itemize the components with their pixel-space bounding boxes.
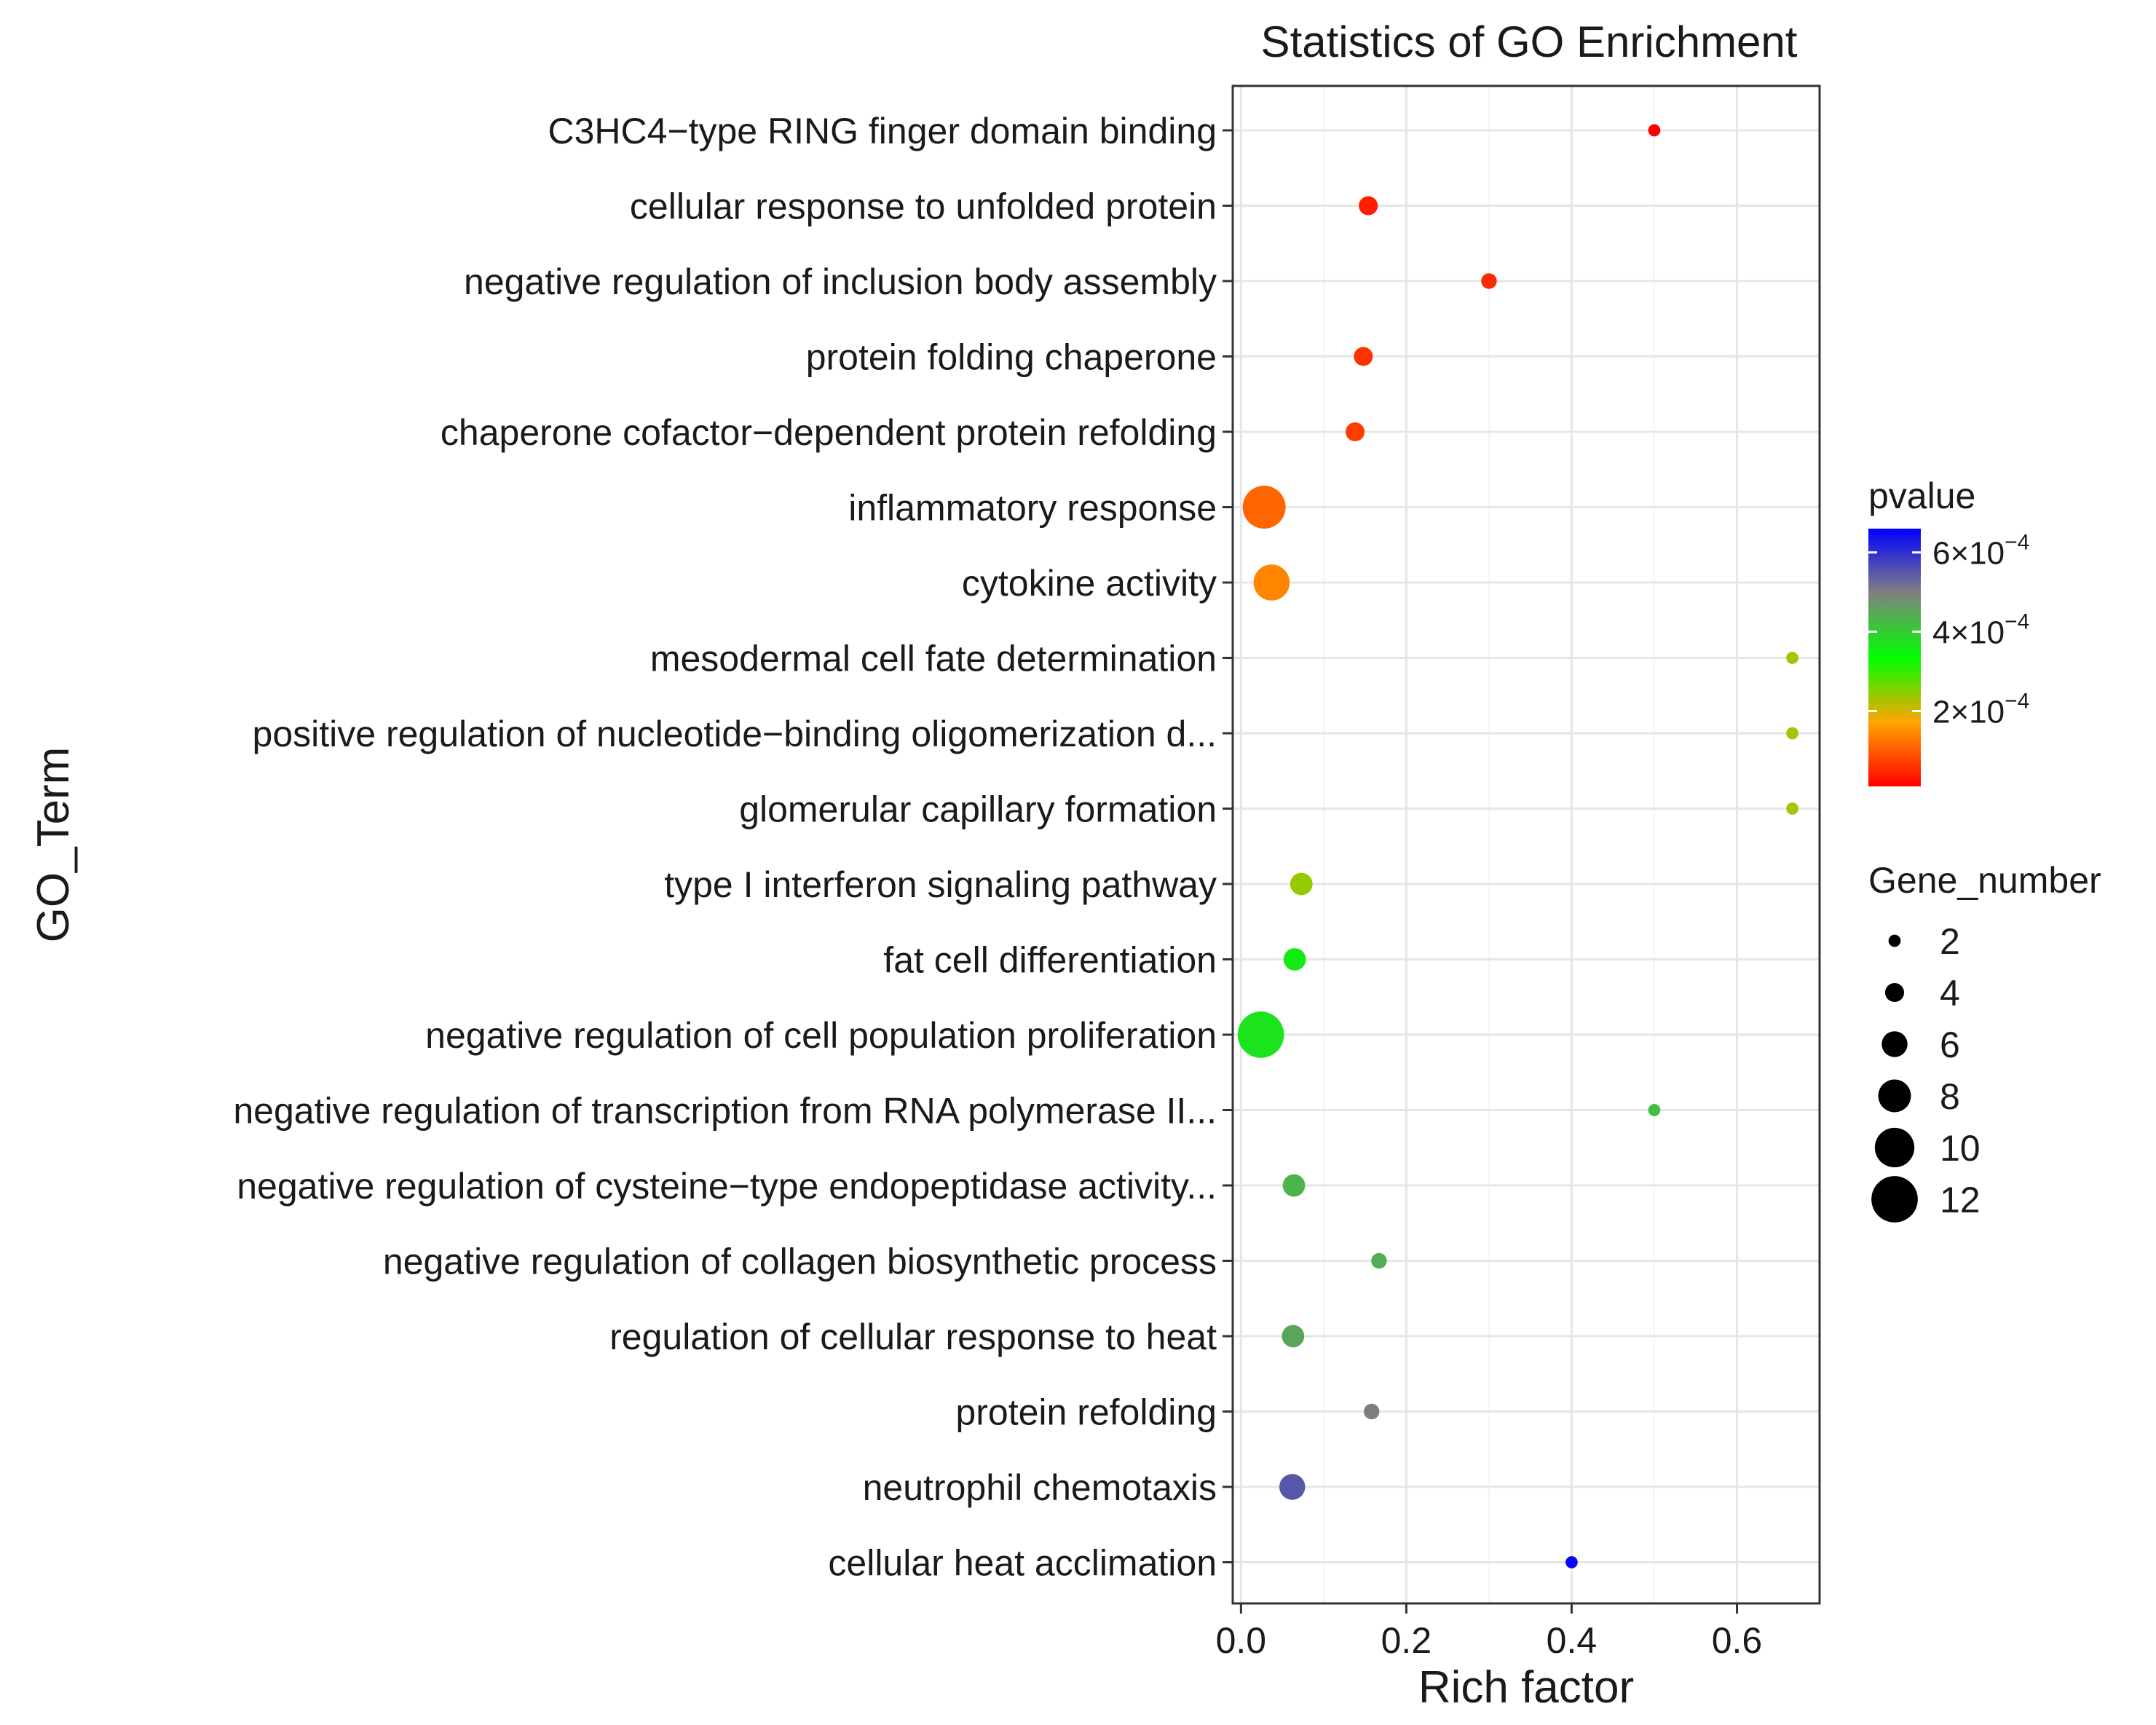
y-tick-label: negative regulation of cysteine−type end… [237,1166,1217,1207]
x-axis-title: Rich factor [1418,1662,1634,1713]
pvalue-legend: pvalue 2×10−4 4×10−4 6×10−4 [1868,475,2029,786]
data-point[interactable] [1786,802,1798,815]
data-point[interactable] [1279,1474,1306,1500]
data-point[interactable] [1354,347,1373,366]
gene-number-symbol [1881,1031,1908,1057]
y-tick-label: cellular heat acclimation [828,1543,1217,1584]
data-point[interactable] [1282,1325,1305,1348]
x-tick-label: 0.0 [1216,1620,1267,1661]
gene-number-label: 6 [1940,1025,1960,1065]
pvalue-tick-label: 6×10−4 [1932,531,2029,572]
y-tick-label: neutrophil chemotaxis [863,1467,1217,1508]
data-point[interactable] [1371,1252,1387,1269]
chart-title: Statistics of GO Enrichment [1261,17,1798,66]
y-tick-label: inflammatory response [848,488,1217,529]
gene-number-label: 10 [1940,1128,1981,1169]
y-tick-label: type I interferon signaling pathway [664,864,1217,905]
gene-number-symbol [1874,1127,1915,1168]
plot-border [1231,84,1821,1605]
gene-number-label: 2 [1940,921,1960,962]
pvalue-tick-label: 4×10−4 [1932,610,2029,651]
data-point[interactable] [1364,1403,1380,1420]
y-tick-label: protein refolding [955,1392,1217,1433]
x-axis-ticks: 0.0 0.2 0.4 0.6 [1216,1603,1763,1661]
y-tick-label: negative regulation of cell population p… [425,1015,1217,1056]
y-tick-label: cytokine activity [962,563,1217,604]
gene-number-symbol [1878,1079,1911,1113]
y-tick-label: negative regulation of inclusion body as… [464,261,1217,302]
pvalue-tick-label: 2×10−4 [1932,690,2029,730]
pvalue-ticks: 2×10−4 4×10−4 6×10−4 [1868,531,2029,730]
pvalue-legend-title: pvalue [1868,475,1975,516]
gene-number-entries: 2 4 6 8 10 12 [1871,921,1981,1223]
plot-panel [1233,86,1820,1603]
data-point[interactable] [1481,273,1497,289]
data-points [1237,124,1798,1568]
data-point[interactable] [1345,422,1365,442]
data-point[interactable] [1242,486,1286,529]
data-point[interactable] [1237,1011,1284,1058]
grid-lines [1233,86,1820,1603]
data-point[interactable] [1253,564,1290,601]
y-tick-label: fat cell differentiation [883,940,1217,981]
y-tick-label: negative regulation of transcription fro… [233,1091,1217,1132]
y-tick-label: positive regulation of nucleotide−bindin… [253,714,1217,754]
y-tick-label: protein folding chaperone [806,337,1217,378]
data-point[interactable] [1565,1556,1578,1568]
gene-number-symbol [1888,934,1901,947]
data-point[interactable] [1648,1104,1661,1116]
y-tick-label: chaperone cofactor−dependent protein ref… [441,412,1217,453]
y-tick-label: mesodermal cell fate determination [650,639,1217,679]
data-point[interactable] [1786,652,1798,664]
y-axis-labels: C3HC4−type RING finger domain binding cel… [233,111,1233,1584]
x-tick-label: 0.4 [1547,1620,1598,1661]
gene-number-legend: Gene_number 2 4 6 8 10 12 [1868,860,2101,1223]
y-axis-title: GO_Term [28,747,79,943]
y-tick-label: cellular response to unfolded protein [630,186,1217,227]
gene-number-label: 12 [1940,1180,1981,1220]
y-tick-label: glomerular capillary formation [739,789,1217,830]
data-point[interactable] [1283,948,1306,971]
gene-number-label: 4 [1940,973,1960,1014]
y-tick-label: C3HC4−type RING finger domain binding [548,111,1217,151]
x-tick-label: 0.2 [1381,1620,1432,1661]
gene-number-symbol [1871,1176,1918,1223]
x-tick-label: 0.6 [1712,1620,1763,1661]
gene-number-label: 8 [1940,1076,1960,1117]
data-point[interactable] [1786,727,1798,740]
gene-number-legend-title: Gene_number [1868,860,2101,901]
data-point[interactable] [1290,872,1313,896]
pvalue-colorbar [1868,529,1921,786]
data-point[interactable] [1648,124,1661,137]
y-tick-label: regulation of cellular response to heat [609,1317,1217,1357]
data-point[interactable] [1282,1174,1306,1197]
y-tick-label: negative regulation of collagen biosynth… [383,1242,1217,1282]
gene-number-symbol [1884,982,1905,1003]
data-point[interactable] [1359,196,1378,216]
